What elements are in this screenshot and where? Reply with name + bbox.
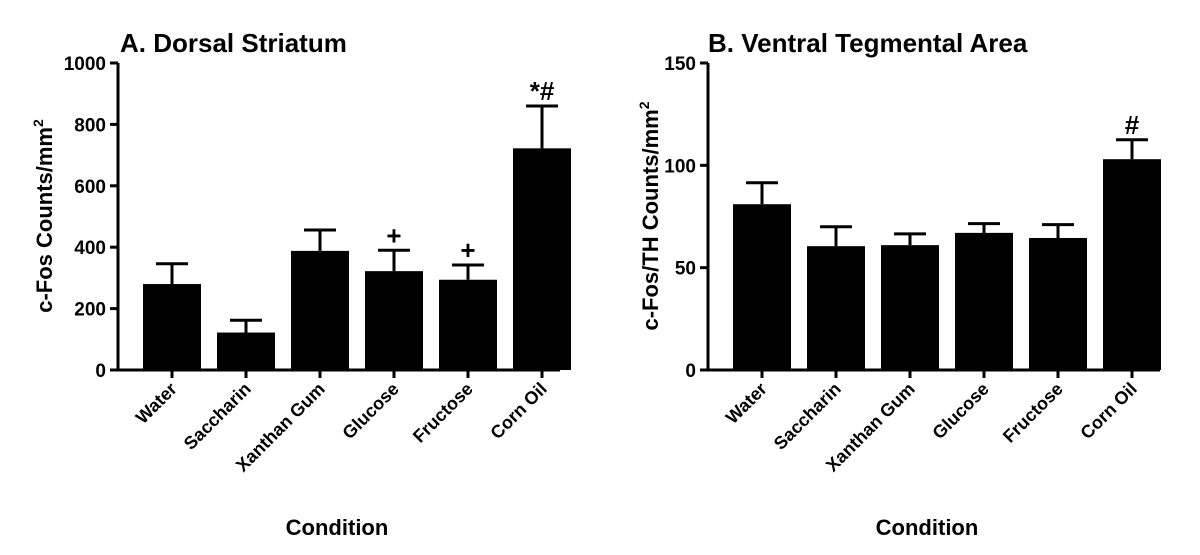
x-tick-label: Glucose <box>338 379 402 443</box>
y-axis-label-text: c-Fos/TH Counts/mm <box>638 109 663 330</box>
bar-xanthan-gum <box>881 245 939 370</box>
y-tick-label: 150 <box>664 54 696 75</box>
x-axis-label: Condition <box>876 515 979 540</box>
chart-title: A. Dorsal Striatum <box>120 28 347 58</box>
chart-panel-ventral-tegmental-area: B. Ventral Tegmental Area c-Fos/TH Count… <box>636 28 1161 540</box>
bar-saccharin <box>217 332 275 370</box>
bar-glucose <box>955 232 1013 370</box>
x-tick-label: Water <box>132 379 181 428</box>
bar-glucose <box>365 271 423 370</box>
y-tick-label: 50 <box>675 259 696 280</box>
y-tick-label: 200 <box>74 300 106 321</box>
bar-corn-oil <box>1103 159 1161 370</box>
y-axis-label-superscript: 2 <box>636 101 652 109</box>
x-tick-label: Saccharin <box>770 379 845 454</box>
chart-panel-dorsal-striatum: A. Dorsal Striatum c-Fos Counts/mm2 Cond… <box>30 28 571 540</box>
x-axis-label: Condition <box>286 515 389 540</box>
bar-corn-oil <box>513 148 571 370</box>
y-tick-label: 400 <box>74 238 106 259</box>
x-tick-label: Fructose <box>409 379 477 447</box>
significance-marker: + <box>460 235 475 265</box>
x-tick-label: Saccharin <box>180 379 255 454</box>
y-tick-label: 1000 <box>64 54 106 75</box>
bar-water <box>143 284 201 370</box>
significance-marker: + <box>386 220 401 250</box>
y-axis-label: c-Fos Counts/mm2 <box>30 119 57 313</box>
x-tick-label: Water <box>722 379 771 428</box>
bar-fructose <box>1029 237 1087 370</box>
y-tick-label: 800 <box>74 115 106 136</box>
y-axis-label-superscript: 2 <box>30 119 46 127</box>
significance-marker: # <box>1125 110 1140 140</box>
y-tick-label: 0 <box>685 361 696 382</box>
x-tick-label: Corn Oil <box>1076 379 1140 443</box>
bar-saccharin <box>807 246 865 370</box>
bar-water <box>733 204 791 370</box>
bar-fructose <box>439 279 497 370</box>
x-tick-label: Glucose <box>928 379 992 443</box>
x-tick-label: Fructose <box>999 379 1067 447</box>
bar-xanthan-gum <box>291 250 349 370</box>
y-tick-label: 600 <box>74 177 106 198</box>
chart-title: B. Ventral Tegmental Area <box>708 28 1028 58</box>
significance-marker: *# <box>530 76 555 106</box>
y-tick-label: 0 <box>95 361 106 382</box>
y-tick-label: 100 <box>664 156 696 177</box>
y-axis-label: c-Fos/TH Counts/mm2 <box>636 101 663 330</box>
y-axis-label-text: c-Fos Counts/mm <box>32 127 57 313</box>
x-tick-label: Corn Oil <box>486 379 550 443</box>
